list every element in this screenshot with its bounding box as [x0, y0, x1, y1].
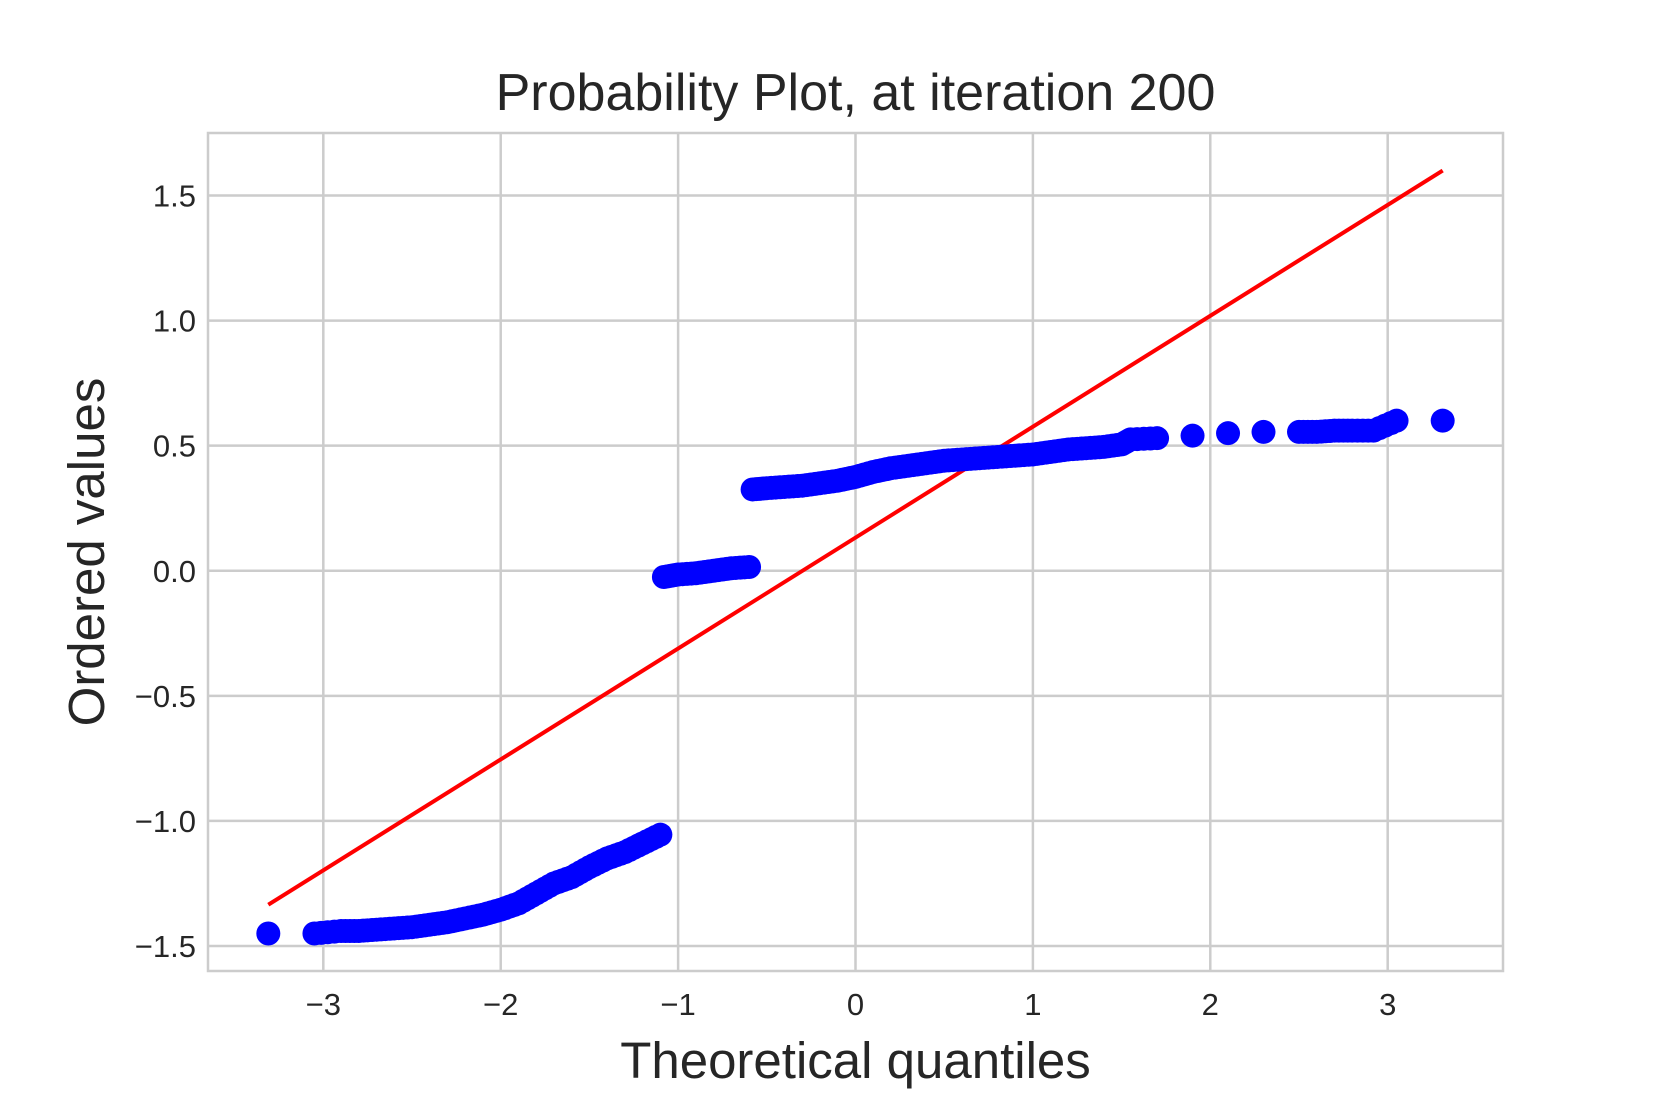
x-axis-label: Theoretical quantiles — [620, 1032, 1091, 1089]
y-axis-label: Ordered values — [58, 378, 115, 727]
plot-frame — [206, 131, 1505, 973]
x-tick-labels: −3 −2 −1 0 1 2 3 — [306, 987, 1397, 1022]
data-point — [1216, 421, 1241, 446]
y-tick-label: 0.0 — [153, 554, 196, 589]
data-point — [1430, 408, 1455, 433]
y-tick-labels: −1.5 −1.0 −0.5 0.0 0.5 1.0 1.5 — [135, 179, 196, 964]
data-point — [256, 921, 281, 946]
x-tick-label: 2 — [1202, 987, 1219, 1022]
y-tick-label: 0.5 — [153, 429, 196, 464]
chart-title: Probability Plot, at iteration 200 — [496, 64, 1216, 122]
fit-line-layer — [267, 168, 1444, 907]
data-point — [648, 822, 673, 847]
x-tick-label: 3 — [1379, 987, 1396, 1022]
data-point — [1180, 423, 1205, 448]
x-tick-label: 1 — [1024, 987, 1041, 1022]
x-tick-label: 0 — [847, 987, 864, 1022]
y-tick-label: −1.0 — [135, 804, 196, 839]
data-point — [1145, 426, 1170, 451]
y-tick-label: −0.5 — [135, 679, 196, 714]
x-tick-label: −2 — [483, 987, 518, 1022]
y-tick-label: −1.5 — [135, 929, 196, 964]
y-tick-label: 1.5 — [153, 179, 196, 214]
y-tick-label: 1.0 — [153, 304, 196, 339]
data-points-layer — [256, 408, 1455, 946]
x-tick-label: −1 — [660, 987, 695, 1022]
data-point — [1384, 408, 1409, 433]
grid — [208, 133, 1503, 971]
x-tick-label: −3 — [306, 987, 341, 1022]
fit-line — [267, 168, 1444, 907]
data-point — [1251, 419, 1276, 444]
data-point — [737, 555, 762, 580]
